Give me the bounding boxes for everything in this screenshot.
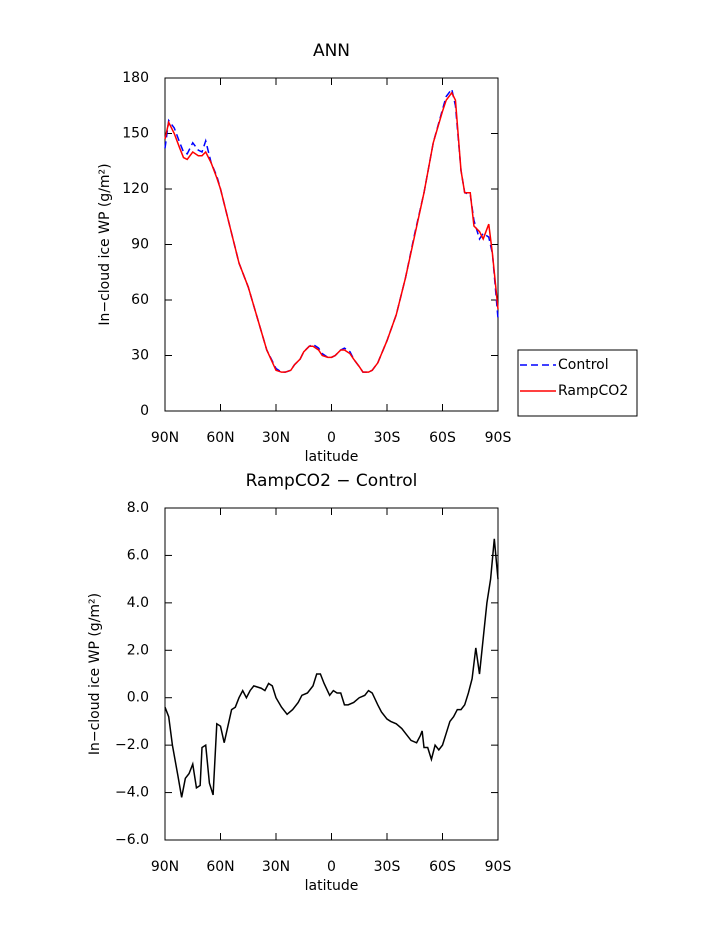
y-tick-label: 90 xyxy=(131,237,149,253)
y-axis-label: In−cloud ice WP (g/m²) xyxy=(87,593,103,755)
y-tick-label: 30 xyxy=(131,348,149,364)
legend-label: RampCO2 xyxy=(558,383,628,399)
x-tick-label: 30N xyxy=(262,859,290,875)
data-line xyxy=(164,538,499,798)
y-tick-label: 0.0 xyxy=(127,690,149,706)
plot-frame xyxy=(164,507,499,841)
plot-frame xyxy=(164,77,499,412)
x-tick-label: 60N xyxy=(206,859,234,875)
y-tick-label: 2.0 xyxy=(127,642,149,658)
x-tick-label: 60N xyxy=(206,430,234,446)
y-tick-label: −4.0 xyxy=(115,785,149,801)
x-tick-label: 90N xyxy=(151,430,179,446)
data-line xyxy=(164,87,499,373)
x-tick-label: 90S xyxy=(485,859,512,875)
x-tick-label: 30S xyxy=(374,859,401,875)
y-tick-label: 8.0 xyxy=(127,500,149,516)
y-tick-label: −2.0 xyxy=(115,737,149,753)
y-tick-label: −6.0 xyxy=(115,832,149,848)
y-tick-label: 120 xyxy=(122,181,149,197)
x-tick-label: 0 xyxy=(327,859,336,875)
chart-title: RampCO2 − Control xyxy=(246,471,418,491)
chart-title: ANN xyxy=(313,41,350,61)
data-line xyxy=(164,91,499,373)
x-tick-label: 60S xyxy=(429,859,456,875)
x-axis-label: latitude xyxy=(305,878,359,894)
x-tick-label: 30S xyxy=(374,430,401,446)
x-tick-label: 90N xyxy=(151,859,179,875)
x-tick-label: 90S xyxy=(485,430,512,446)
y-tick-label: 180 xyxy=(122,70,149,86)
y-tick-label: 6.0 xyxy=(127,547,149,563)
y-tick-label: 4.0 xyxy=(127,595,149,611)
legend-label: Control xyxy=(558,357,609,373)
x-tick-label: 30N xyxy=(262,430,290,446)
y-tick-label: 60 xyxy=(131,292,149,308)
legend-frame xyxy=(517,349,638,417)
y-tick-label: 150 xyxy=(122,126,149,142)
x-tick-label: 0 xyxy=(327,430,336,446)
x-axis-label: latitude xyxy=(305,449,359,465)
y-tick-label: 0 xyxy=(140,403,149,419)
x-tick-label: 60S xyxy=(429,430,456,446)
y-axis-label: In−cloud ice WP (g/m²) xyxy=(97,163,113,325)
